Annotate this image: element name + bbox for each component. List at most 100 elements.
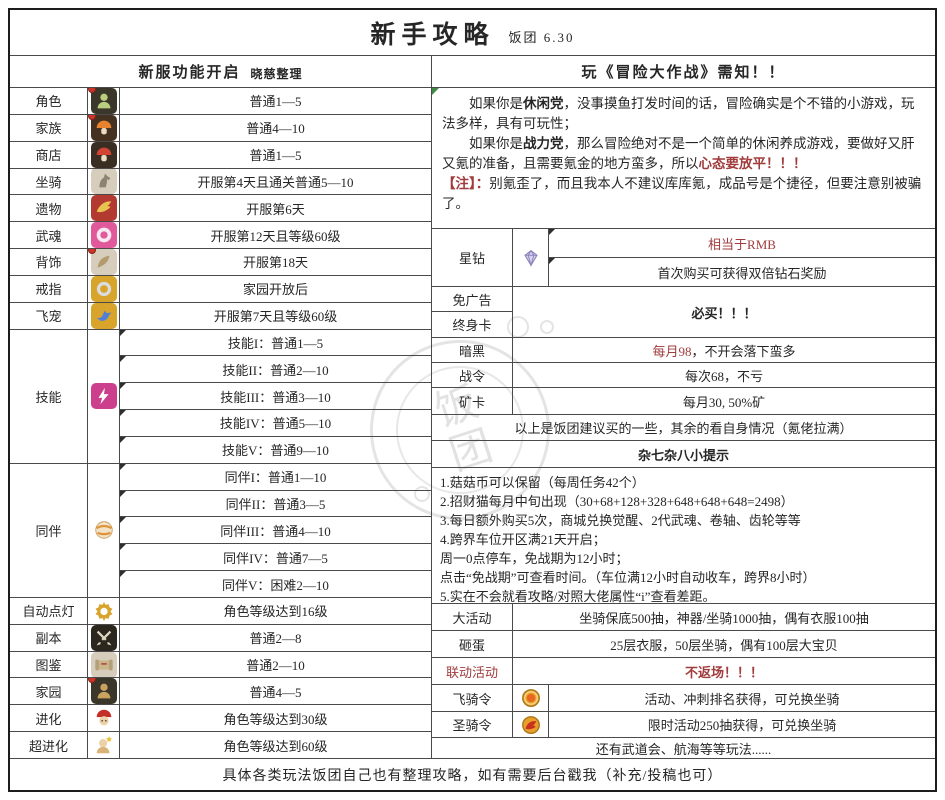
flying-mount-token-icon [518, 685, 544, 711]
paragraph-line: 【注】：别氪歪了，而且我本人不建议库库氪，成品号是个捷径，但要注意别被骗了。 [442, 174, 925, 214]
sub-row-value: 同伴I：普通1—10 [120, 462, 431, 490]
token-icon-cell [513, 684, 549, 711]
row-label: 武魂 [10, 221, 88, 249]
row-icon-cell [88, 140, 120, 168]
left-header-title: 新服功能开启 [138, 65, 241, 81]
text-segment: ，不开会落下蛮多 [691, 343, 796, 359]
text-segment: 每月98 [652, 343, 692, 359]
row-value: 普通4—5 [120, 677, 431, 704]
row-label: 背饰 [10, 248, 88, 275]
star-diamond-value: 相当于RMB [549, 228, 935, 257]
notification-dot [88, 87, 96, 93]
row-value: 普通2—10 [120, 650, 431, 678]
right-panel: 玩《冒险大作战》需知！！ 如果你是 休闲党，没事摸鱼打发时间的话，冒险确实是个不错… [432, 56, 935, 758]
family-icon [88, 114, 117, 141]
token-row-value: 限时活动250抽获得，可兑换坐骑 [549, 711, 935, 737]
row-icon-cell [88, 301, 120, 329]
page-title: 新手攻略 [370, 21, 495, 49]
text-segment: 别氪歪了，而且我本人不建议库库氪，成品号是个捷径，但要注意别被骗了。 [442, 176, 922, 211]
row-value: 开服第7天且等级60级 [120, 301, 431, 329]
pass-row-label: 战令 [432, 362, 513, 387]
sub-row-value: 技能IV：普通5—10 [120, 409, 431, 436]
row-icon-cell [88, 704, 120, 732]
row-value: 开服第12天且等级60级 [120, 221, 431, 248]
must-buy-value: 必买！！！ [513, 286, 935, 337]
text-segment: ，那么冒险绝对不是一个简单的休闲养成游戏，要做好又肝又氪的准备，且需要氪金的地方… [442, 136, 915, 171]
lifetime-card-label: 终身卡 [432, 311, 513, 337]
pass-row-value: 每月98 ，不开会落下蛮多 [513, 337, 935, 362]
row-label: 技能 [10, 328, 88, 463]
row-label: 同伴 [10, 462, 88, 597]
text-segment: ，没事摸鱼打发时间的话，冒险确实是个不错的小游戏，玩法多样，具有可玩性； [442, 96, 915, 131]
row-value: 角色等级达到60级 [120, 731, 431, 758]
row-label: 家族 [10, 113, 88, 141]
row-icon-cell [88, 328, 120, 463]
tip-line: 周一0点停车，免战期为12小时； [440, 551, 629, 566]
text-segment: 活动、冲刺排名获得，可兑换坐骑 [644, 691, 840, 707]
page-subtitle: 饭团 6.30 [508, 30, 575, 45]
notification-dot [88, 249, 96, 254]
relic-icon [90, 195, 117, 222]
sub-row-value: 技能II：普通2—10 [120, 355, 431, 382]
text-segment: 限时活动250抽获得，可兑换坐骑 [647, 718, 837, 733]
text-segment: 不返场！！！ [684, 664, 763, 680]
table-frame: 饭团 新手攻略 饭团 6.30 新服功能开启 晓慈整理 角色 普通1—5 家族 普通4—1… [8, 8, 937, 792]
tips-list: 1.菇菇币可以保留（每周任务42个） 2.招财猫每月中旬出现（30+68+128+… [432, 467, 935, 603]
text-segment: 25层衣服，50层坐骑，偶有100层大宝贝 [610, 637, 838, 653]
row-label: 商店 [10, 140, 88, 168]
home-icon [88, 678, 117, 705]
row-value: 角色等级达到30级 [120, 704, 431, 731]
footer-note: 具体各类玩法饭团自己也有整理攻略，如有需要后台戳我（补充/投稿也可） [10, 758, 935, 790]
left-header-editor: 晓慈整理 [250, 66, 303, 81]
row-value: 角色等级达到16级 [120, 596, 431, 624]
text-segment: 战力党 [523, 136, 564, 151]
feature-unlock-table: 新服功能开启 晓慈整理 角色 普通1—5 家族 普通4—10 商店 普通1—5 坐骑 开服第4天且… [10, 56, 431, 758]
text-segment: 如果你是 [442, 136, 523, 151]
row-icon-cell [88, 194, 120, 222]
sub-row-value: 同伴II：普通3—5 [120, 489, 431, 517]
row-label: 超进化 [10, 731, 88, 758]
activity-row-value: 坐骑保底500抽，神器/坐骑1000抽，偶有衣服100抽 [513, 603, 935, 630]
token-row-label: 飞骑令 [432, 684, 513, 711]
row-value: 普通2—8 [120, 623, 431, 651]
row-label: 坐骑 [10, 167, 88, 195]
shop-icon [90, 141, 117, 168]
left-panel: 新服功能开启 晓慈整理 角色 普通1—5 家族 普通4—10 商店 普通1—5 坐骑 开服第4天且… [10, 56, 432, 758]
right-table-header: 玩《冒险大作战》需知！！ [581, 65, 786, 81]
sub-row-value: 同伴IV：普通7—5 [120, 543, 431, 570]
row-value: 普通1—5 [120, 87, 431, 114]
skill-icon [90, 383, 117, 410]
text-segment: 坐骑保底500抽，神器/坐骑1000抽，偶有衣服100抽 [579, 610, 869, 626]
notice-table: 玩《冒险大作战》需知！！ 如果你是 休闲党，没事摸鱼打发时间的话，冒险确实是个不错… [432, 56, 935, 758]
tip-line: 点击“免战期”可查看时间。（车位满12小时自动收车，跨界8小时） [440, 570, 816, 585]
codex-icon [90, 651, 117, 678]
auto-lamp-icon [91, 598, 117, 624]
text-segment: 每次68，不亏 [684, 368, 763, 384]
holy-mount-token-icon [518, 712, 544, 737]
row-label: 副本 [10, 623, 88, 651]
row-value: 家园开放后 [120, 274, 431, 302]
tips-header: 杂七杂八小提示 [432, 440, 935, 467]
row-label: 飞宠 [10, 301, 88, 329]
paragraph-line: 如果你是战力党，那么冒险绝对不是一个简单的休闲养成游戏，要做好又肝又氪的准备，且… [442, 134, 925, 174]
row-label: 图鉴 [10, 650, 88, 678]
text-segment: 休闲党 [523, 96, 564, 111]
more-modes-line: 还有武道会、航海等等玩法...... [432, 737, 935, 758]
ad-free-label: 免广告 [432, 286, 513, 311]
row-icon-cell [88, 650, 120, 678]
token-row-label: 圣骑令 [432, 711, 513, 737]
activity-row-label: 大活动 [432, 603, 513, 630]
text-segment: 每月30, 50%矿 [682, 394, 766, 410]
row-label: 角色 [10, 87, 88, 114]
text-segment: 首次购买可获得双倍钻石奖励 [657, 265, 827, 281]
mount-icon [90, 168, 117, 195]
row-icon-cell [88, 596, 120, 624]
back-accessory-icon [88, 249, 117, 275]
star-diamond-label: 星钻 [432, 228, 513, 286]
row-value: 开服第18天 [120, 248, 431, 275]
activity-row-label: 砸蛋 [432, 630, 513, 657]
row-label: 进化 [10, 704, 88, 732]
activity-row-label: 联动活动 [432, 657, 513, 684]
row-value: 开服第4天且通关普通5—10 [120, 167, 431, 195]
